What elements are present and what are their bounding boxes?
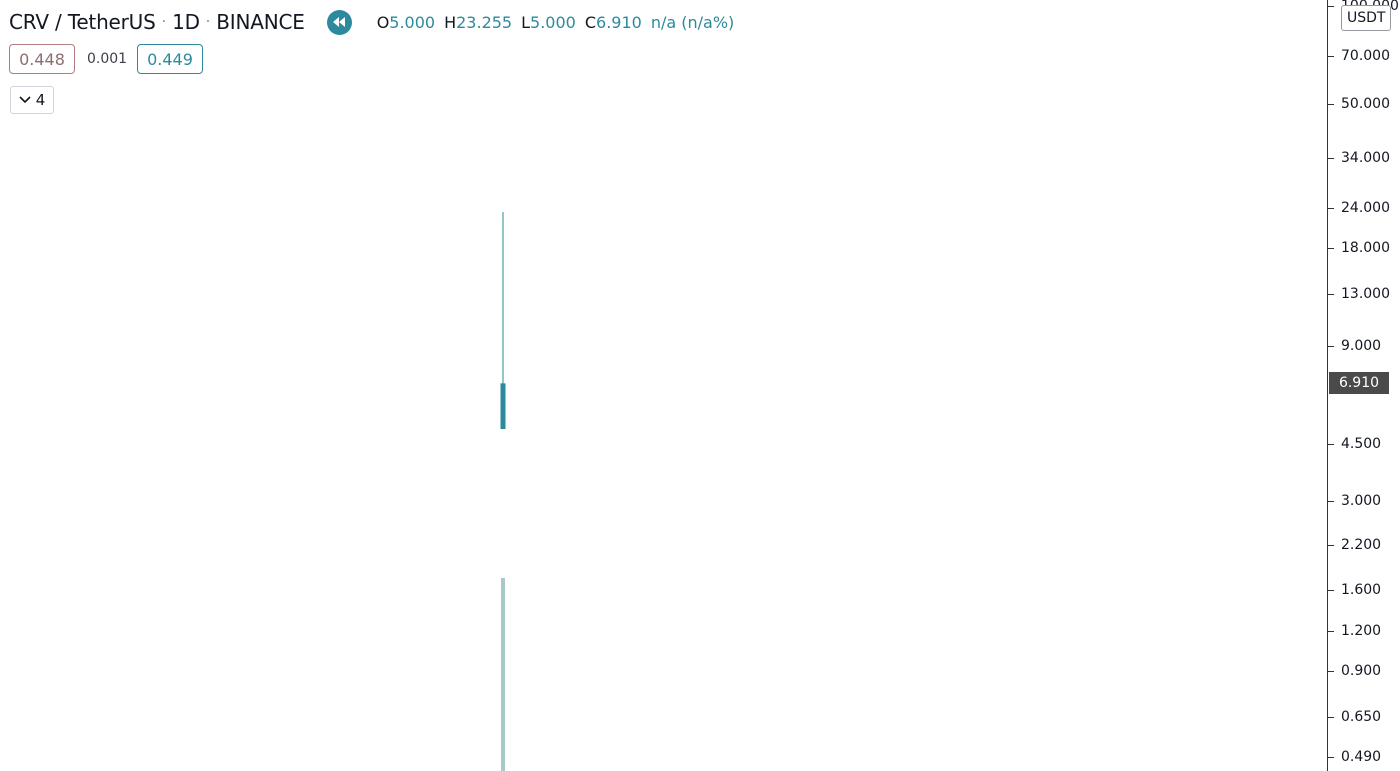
axis-tick-label: 4.500 xyxy=(1341,435,1382,452)
axis-tick-mark xyxy=(1328,589,1334,591)
axis-tick-label: 0.900 xyxy=(1341,663,1382,680)
symbol-name[interactable]: CRV / TetherUS xyxy=(9,10,156,34)
currency-button[interactable]: USDT xyxy=(1341,5,1392,31)
separator-dot: · xyxy=(161,14,167,30)
high-value: 23.255 xyxy=(456,12,513,32)
axis-tick-mark xyxy=(1328,630,1334,632)
buy-button[interactable]: 0.449 xyxy=(137,44,203,74)
axis-tick-label: 1.600 xyxy=(1341,581,1382,598)
open-value: 5.000 xyxy=(389,12,436,32)
axis-tick-label: 34.000 xyxy=(1341,150,1390,167)
exchange-label: BINANCE xyxy=(216,10,305,34)
axis-tick-mark xyxy=(1328,443,1334,445)
axis-tick-mark xyxy=(1328,6,1334,7)
axis-tick-mark xyxy=(1328,207,1334,209)
change-value: n/a (n/a%) xyxy=(650,12,735,32)
indicator-count: 4 xyxy=(35,91,46,109)
axis-tick-mark xyxy=(1328,346,1334,347)
close-value: 6.910 xyxy=(596,12,642,32)
axis-tick-label: 24.000 xyxy=(1341,199,1390,216)
rewind-icon xyxy=(333,17,346,27)
axis-tick-mark xyxy=(1328,294,1334,296)
low-value: 5.000 xyxy=(530,12,576,32)
last-price-badge: 6.910 xyxy=(1329,372,1389,395)
axis-tick-mark xyxy=(1328,158,1334,160)
separator-dot: · xyxy=(205,14,211,30)
low-key: L xyxy=(521,12,531,32)
indicators-toggle-button[interactable]: 4 xyxy=(10,86,54,114)
sell-button[interactable]: 0.448 xyxy=(9,44,75,74)
axis-tick-label: 0.650 xyxy=(1341,709,1382,726)
close-key: C xyxy=(584,12,597,32)
interval-label[interactable]: 1D xyxy=(172,10,200,34)
axis-tick-label: 9.000 xyxy=(1341,338,1382,354)
axis-tick-label: 70.000 xyxy=(1341,48,1390,65)
axis-tick-label: 18.000 xyxy=(1341,240,1390,257)
axis-tick-mark xyxy=(1328,56,1334,58)
high-key: H xyxy=(444,12,457,32)
axis-tick-mark xyxy=(1328,671,1334,673)
axis-tick-mark xyxy=(1328,501,1334,503)
chart-plot-area[interactable] xyxy=(0,0,1327,771)
trade-buttons: 0.448 0.001 0.449 xyxy=(9,44,203,74)
axis-tick-label: 13.000 xyxy=(1341,286,1390,303)
axis-tick-mark xyxy=(1328,248,1334,250)
symbol-header: CRV / TetherUS · 1D · BINANCE O 5.000 H … xyxy=(9,8,734,36)
open-key: O xyxy=(376,12,390,32)
spread-value: 0.001 xyxy=(87,51,128,67)
axis-tick-label: 0.490 xyxy=(1341,749,1382,765)
axis-tick-mark xyxy=(1328,103,1334,105)
axis-tick-mark xyxy=(1328,717,1334,719)
volume-bar xyxy=(501,578,505,771)
candle-body xyxy=(500,383,506,430)
price-axis-line xyxy=(1327,0,1328,771)
axis-tick-label: 3.000 xyxy=(1341,493,1382,510)
chevron-down-icon xyxy=(19,96,31,104)
axis-tick-label: 2.200 xyxy=(1341,536,1382,553)
axis-tick-label: 1.200 xyxy=(1341,622,1382,639)
axis-tick-mark xyxy=(1328,757,1334,758)
axis-tick-label: 50.000 xyxy=(1341,95,1390,112)
axis-tick-mark xyxy=(1328,544,1334,546)
ohlc-values: O 5.000 H 23.255 L 5.000 C 6.910 n/a (n/… xyxy=(377,13,735,32)
replay-button[interactable] xyxy=(326,9,352,35)
